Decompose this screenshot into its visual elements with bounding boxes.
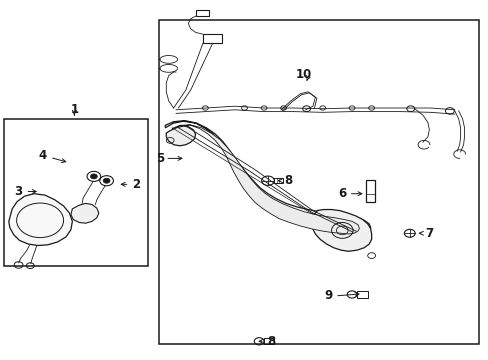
Bar <box>159 20 478 344</box>
Bar <box>4 119 148 266</box>
Bar <box>203 34 222 43</box>
Text: 6: 6 <box>338 187 346 200</box>
Bar <box>264 338 273 344</box>
Polygon shape <box>71 203 99 223</box>
Circle shape <box>103 178 110 183</box>
Text: 7: 7 <box>425 227 432 240</box>
Text: 8: 8 <box>267 335 275 348</box>
Text: 3: 3 <box>15 185 22 198</box>
Text: 8: 8 <box>284 174 292 187</box>
Text: 1: 1 <box>70 103 78 116</box>
Text: 9: 9 <box>324 289 332 302</box>
Polygon shape <box>165 121 370 234</box>
Bar <box>195 10 209 16</box>
Bar <box>365 180 374 202</box>
Text: 4: 4 <box>39 149 47 162</box>
Polygon shape <box>172 125 359 234</box>
Bar <box>356 291 367 298</box>
Polygon shape <box>166 126 195 146</box>
Polygon shape <box>310 210 371 251</box>
Text: 2: 2 <box>132 178 140 191</box>
Bar <box>274 178 283 183</box>
Polygon shape <box>9 194 72 246</box>
Circle shape <box>90 174 97 179</box>
Text: 10: 10 <box>295 68 312 81</box>
Text: 5: 5 <box>156 152 164 165</box>
